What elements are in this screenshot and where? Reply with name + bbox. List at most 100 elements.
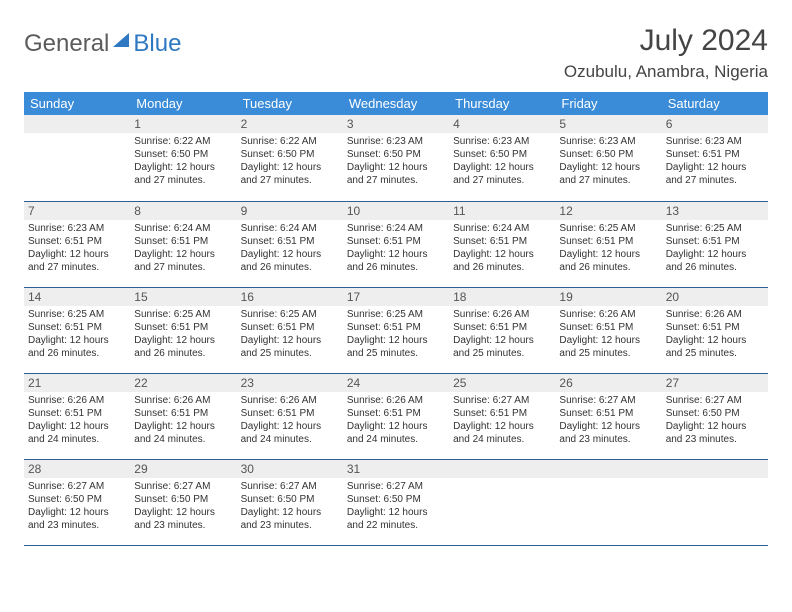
day-details: Sunrise: 6:23 AMSunset: 6:50 PMDaylight:… [449, 133, 555, 191]
weekday-header: Tuesday [237, 92, 343, 115]
calendar-cell: 12Sunrise: 6:25 AMSunset: 6:51 PMDayligh… [555, 201, 661, 287]
day-number: 2 [237, 115, 343, 133]
calendar-body: 1Sunrise: 6:22 AMSunset: 6:50 PMDaylight… [24, 115, 768, 545]
calendar-week-row: 14Sunrise: 6:25 AMSunset: 6:51 PMDayligh… [24, 287, 768, 373]
day-number: 19 [555, 288, 661, 306]
calendar-week-row: 21Sunrise: 6:26 AMSunset: 6:51 PMDayligh… [24, 373, 768, 459]
weekday-header: Sunday [24, 92, 130, 115]
day-details: Sunrise: 6:27 AMSunset: 6:50 PMDaylight:… [662, 392, 768, 450]
day-details: Sunrise: 6:24 AMSunset: 6:51 PMDaylight:… [237, 220, 343, 278]
day-number: 17 [343, 288, 449, 306]
day-number: 21 [24, 374, 130, 392]
day-number: 24 [343, 374, 449, 392]
day-details: Sunrise: 6:24 AMSunset: 6:51 PMDaylight:… [343, 220, 449, 278]
day-details: Sunrise: 6:24 AMSunset: 6:51 PMDaylight:… [130, 220, 236, 278]
calendar-week-row: 7Sunrise: 6:23 AMSunset: 6:51 PMDaylight… [24, 201, 768, 287]
location: Ozubulu, Anambra, Nigeria [564, 62, 768, 82]
calendar-cell: 20Sunrise: 6:26 AMSunset: 6:51 PMDayligh… [662, 287, 768, 373]
day-number: 13 [662, 202, 768, 220]
day-details: Sunrise: 6:25 AMSunset: 6:51 PMDaylight:… [343, 306, 449, 364]
calendar-cell: 3Sunrise: 6:23 AMSunset: 6:50 PMDaylight… [343, 115, 449, 201]
calendar-cell: 23Sunrise: 6:26 AMSunset: 6:51 PMDayligh… [237, 373, 343, 459]
calendar-cell: 30Sunrise: 6:27 AMSunset: 6:50 PMDayligh… [237, 459, 343, 545]
day-details: Sunrise: 6:23 AMSunset: 6:50 PMDaylight:… [343, 133, 449, 191]
day-details: Sunrise: 6:26 AMSunset: 6:51 PMDaylight:… [130, 392, 236, 450]
title-block: July 2024 Ozubulu, Anambra, Nigeria [564, 24, 768, 82]
calendar-cell [449, 459, 555, 545]
calendar-table: SundayMondayTuesdayWednesdayThursdayFrid… [24, 92, 768, 546]
day-details: Sunrise: 6:26 AMSunset: 6:51 PMDaylight:… [555, 306, 661, 364]
day-number: 16 [237, 288, 343, 306]
weekday-header: Friday [555, 92, 661, 115]
calendar-cell: 7Sunrise: 6:23 AMSunset: 6:51 PMDaylight… [24, 201, 130, 287]
day-number [555, 460, 661, 478]
logo-text-blue: Blue [133, 30, 181, 58]
day-details: Sunrise: 6:23 AMSunset: 6:50 PMDaylight:… [555, 133, 661, 191]
calendar-cell: 2Sunrise: 6:22 AMSunset: 6:50 PMDaylight… [237, 115, 343, 201]
day-details: Sunrise: 6:24 AMSunset: 6:51 PMDaylight:… [449, 220, 555, 278]
day-number: 3 [343, 115, 449, 133]
day-details: Sunrise: 6:26 AMSunset: 6:51 PMDaylight:… [24, 392, 130, 450]
calendar-cell: 8Sunrise: 6:24 AMSunset: 6:51 PMDaylight… [130, 201, 236, 287]
calendar-cell: 22Sunrise: 6:26 AMSunset: 6:51 PMDayligh… [130, 373, 236, 459]
calendar-cell: 29Sunrise: 6:27 AMSunset: 6:50 PMDayligh… [130, 459, 236, 545]
calendar-cell [555, 459, 661, 545]
logo: General Blue [24, 30, 181, 58]
calendar-cell [24, 115, 130, 201]
day-number: 6 [662, 115, 768, 133]
weekday-header: Monday [130, 92, 236, 115]
day-number: 25 [449, 374, 555, 392]
calendar-cell: 1Sunrise: 6:22 AMSunset: 6:50 PMDaylight… [130, 115, 236, 201]
day-details: Sunrise: 6:27 AMSunset: 6:50 PMDaylight:… [24, 478, 130, 536]
day-details: Sunrise: 6:23 AMSunset: 6:51 PMDaylight:… [24, 220, 130, 278]
day-number: 11 [449, 202, 555, 220]
day-number: 14 [24, 288, 130, 306]
day-details: Sunrise: 6:25 AMSunset: 6:51 PMDaylight:… [237, 306, 343, 364]
day-details: Sunrise: 6:25 AMSunset: 6:51 PMDaylight:… [130, 306, 236, 364]
day-number: 18 [449, 288, 555, 306]
day-details: Sunrise: 6:27 AMSunset: 6:51 PMDaylight:… [449, 392, 555, 450]
day-details [24, 133, 130, 139]
day-details: Sunrise: 6:22 AMSunset: 6:50 PMDaylight:… [130, 133, 236, 191]
day-details: Sunrise: 6:23 AMSunset: 6:51 PMDaylight:… [662, 133, 768, 191]
day-number: 30 [237, 460, 343, 478]
day-number: 10 [343, 202, 449, 220]
header: General Blue July 2024 Ozubulu, Anambra,… [24, 24, 768, 82]
calendar-cell: 25Sunrise: 6:27 AMSunset: 6:51 PMDayligh… [449, 373, 555, 459]
day-details [555, 478, 661, 484]
day-details: Sunrise: 6:25 AMSunset: 6:51 PMDaylight:… [24, 306, 130, 364]
calendar-week-row: 1Sunrise: 6:22 AMSunset: 6:50 PMDaylight… [24, 115, 768, 201]
day-number: 1 [130, 115, 236, 133]
calendar-cell: 10Sunrise: 6:24 AMSunset: 6:51 PMDayligh… [343, 201, 449, 287]
day-number: 4 [449, 115, 555, 133]
day-number: 9 [237, 202, 343, 220]
day-number: 29 [130, 460, 236, 478]
calendar-cell: 15Sunrise: 6:25 AMSunset: 6:51 PMDayligh… [130, 287, 236, 373]
day-number [24, 115, 130, 133]
day-number: 12 [555, 202, 661, 220]
weekday-header-row: SundayMondayTuesdayWednesdayThursdayFrid… [24, 92, 768, 115]
month-title: July 2024 [564, 24, 768, 58]
day-details: Sunrise: 6:26 AMSunset: 6:51 PMDaylight:… [662, 306, 768, 364]
logo-text-general: General [24, 30, 109, 58]
calendar-cell: 17Sunrise: 6:25 AMSunset: 6:51 PMDayligh… [343, 287, 449, 373]
day-number: 8 [130, 202, 236, 220]
calendar-cell: 18Sunrise: 6:26 AMSunset: 6:51 PMDayligh… [449, 287, 555, 373]
day-number: 27 [662, 374, 768, 392]
day-number: 26 [555, 374, 661, 392]
weekday-header: Thursday [449, 92, 555, 115]
calendar-cell: 28Sunrise: 6:27 AMSunset: 6:50 PMDayligh… [24, 459, 130, 545]
day-details: Sunrise: 6:27 AMSunset: 6:51 PMDaylight:… [555, 392, 661, 450]
day-number: 23 [237, 374, 343, 392]
calendar-cell: 26Sunrise: 6:27 AMSunset: 6:51 PMDayligh… [555, 373, 661, 459]
calendar-cell [662, 459, 768, 545]
calendar-cell: 4Sunrise: 6:23 AMSunset: 6:50 PMDaylight… [449, 115, 555, 201]
day-details: Sunrise: 6:25 AMSunset: 6:51 PMDaylight:… [662, 220, 768, 278]
day-details: Sunrise: 6:26 AMSunset: 6:51 PMDaylight:… [343, 392, 449, 450]
calendar-cell: 21Sunrise: 6:26 AMSunset: 6:51 PMDayligh… [24, 373, 130, 459]
day-details: Sunrise: 6:25 AMSunset: 6:51 PMDaylight:… [555, 220, 661, 278]
day-number: 28 [24, 460, 130, 478]
day-details: Sunrise: 6:27 AMSunset: 6:50 PMDaylight:… [130, 478, 236, 536]
day-details: Sunrise: 6:27 AMSunset: 6:50 PMDaylight:… [343, 478, 449, 536]
weekday-header: Wednesday [343, 92, 449, 115]
